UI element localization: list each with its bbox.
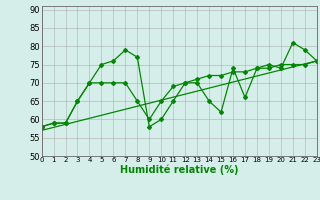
X-axis label: Humidité relative (%): Humidité relative (%) bbox=[120, 165, 238, 175]
